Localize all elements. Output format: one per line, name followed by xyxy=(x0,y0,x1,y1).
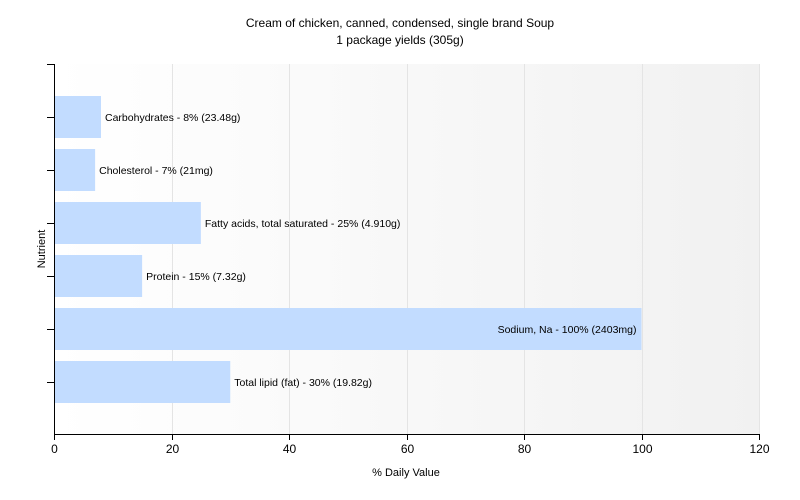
bar xyxy=(55,202,201,244)
data-label: Carbohydrates - 8% (23.48g) xyxy=(105,112,240,124)
bar xyxy=(55,361,231,403)
bar xyxy=(55,255,143,297)
data-label: Protein - 15% (7.32g) xyxy=(146,271,246,283)
bar xyxy=(55,308,642,350)
x-tick-label: 120 xyxy=(749,442,769,456)
data-label: Sodium, Na - 100% (2403mg) xyxy=(498,324,637,336)
x-tick-label: 0 xyxy=(51,442,58,456)
data-label: Cholesterol - 7% (21mg) xyxy=(99,165,213,177)
data-label: Total lipid (fat) - 30% (19.82g) xyxy=(234,377,372,389)
x-tick-label: 40 xyxy=(283,442,297,456)
chart-title: Cream of chicken, canned, condensed, sin… xyxy=(246,16,555,30)
x-tick-label: 20 xyxy=(166,442,180,456)
plot-area: Carbohydrates - 8% (23.48g) Cholesterol -… xyxy=(47,64,770,456)
chart-subtitle: 1 package yields (305g) xyxy=(336,33,463,47)
bar xyxy=(55,149,96,191)
data-label: Fatty acids, total saturated - 25% (4.91… xyxy=(205,218,401,230)
x-tick-label: 80 xyxy=(518,442,532,456)
y-axis-label: Nutrient xyxy=(36,230,48,269)
x-axis-label: % Daily Value xyxy=(372,467,440,479)
x-tick-label: 60 xyxy=(401,442,415,456)
bar xyxy=(55,96,101,138)
x-tick-label: 100 xyxy=(632,442,652,456)
